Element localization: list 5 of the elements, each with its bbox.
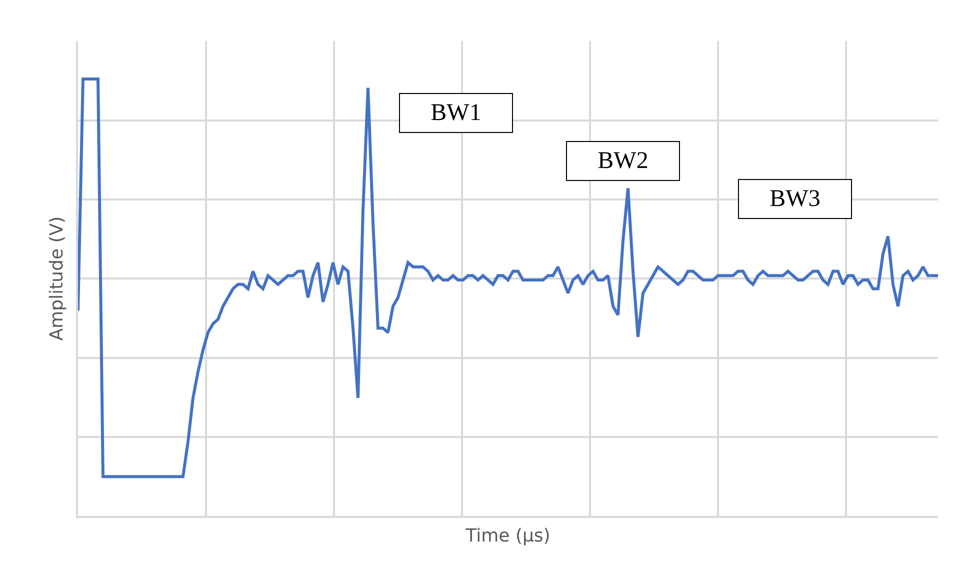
annotation: BW3: [770, 186, 820, 212]
annotation: BW1: [430, 100, 482, 126]
y-axis-title: Amplitude (V): [46, 216, 68, 341]
annotation: BW2: [598, 148, 648, 174]
x-axis-title: Time (µs): [464, 526, 550, 547]
